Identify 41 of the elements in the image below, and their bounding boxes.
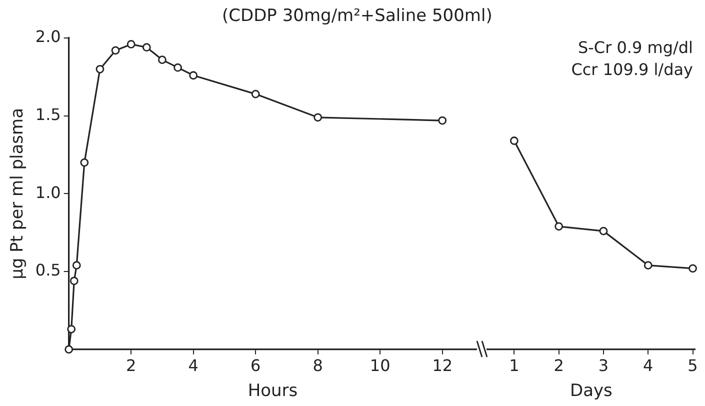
point	[111, 46, 120, 55]
y-tick-label: 1.5	[35, 105, 61, 124]
point	[72, 261, 81, 270]
chart-title: (CDDP 30mg/m²+Saline 500ml)	[222, 6, 492, 26]
point	[644, 261, 652, 270]
point	[314, 113, 322, 122]
x-tick-label: 2	[126, 356, 136, 376]
x-tick-label: 4	[188, 356, 198, 376]
point	[67, 324, 76, 334]
point	[64, 345, 74, 354]
x-tick-label: 2	[554, 356, 564, 376]
annotation: Ccr 109.9 l/day	[571, 60, 693, 79]
x-tick-label: 3	[598, 356, 609, 376]
point	[189, 71, 198, 80]
x-tick-label: 12	[432, 356, 453, 376]
point	[80, 158, 89, 167]
x-tick-label: 1	[509, 356, 520, 376]
point	[688, 264, 697, 273]
x-tick-label: 10	[370, 356, 390, 376]
x-tick-label: 4	[643, 356, 654, 376]
point	[554, 222, 564, 231]
point	[438, 116, 447, 125]
point	[142, 43, 151, 52]
x-tick-label: 5	[688, 356, 698, 376]
y-tick-label: 0.5	[35, 260, 61, 280]
point	[158, 56, 166, 64]
y-axis-title: μg Pt per ml plasma	[8, 108, 28, 280]
x-tick-label: 6	[250, 356, 261, 376]
x-axis-title: Days	[570, 381, 613, 402]
x-axis-title: Hours	[248, 381, 298, 402]
point	[174, 63, 182, 72]
point	[510, 136, 518, 145]
annotation: S-Cr 0.9 mg/dl	[578, 38, 693, 57]
y-tick-label: 2.0	[35, 27, 61, 46]
y-tick-label: 1.0	[35, 182, 61, 202]
point	[126, 40, 136, 48]
point	[96, 64, 104, 74]
point	[70, 276, 78, 286]
point	[251, 90, 260, 98]
point	[599, 226, 608, 236]
x-tick-label: 8	[312, 356, 323, 376]
